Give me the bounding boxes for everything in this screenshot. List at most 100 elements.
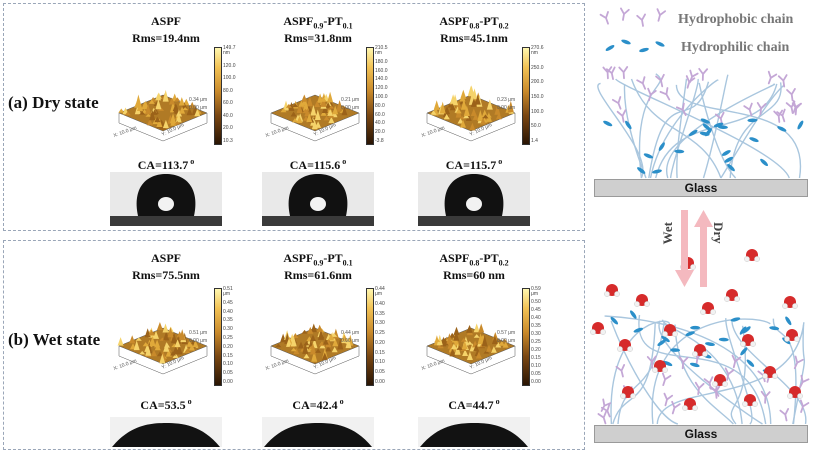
afm-color-scale — [366, 288, 374, 386]
afm-scale-tick: 0.20 — [375, 339, 385, 346]
water-molecule — [742, 394, 758, 407]
afm-scale-tick: 1.4 — [531, 137, 538, 144]
afm-scale-tick: 0.10 — [375, 359, 385, 366]
rms-value: Rms=31.8nm — [284, 31, 352, 45]
afm-scale-tick: 120.0 — [223, 62, 236, 69]
afm-scale-tick: 0.15 — [531, 355, 541, 361]
afm-surface-plot — [426, 85, 516, 142]
rms-value: Rms=19.4nm — [132, 31, 200, 45]
afm-scale-tick: 120.0 — [375, 85, 388, 92]
afm-z-max-label: 0.34 μm — [189, 97, 208, 103]
wet-arrow — [675, 210, 694, 287]
hydrophobic-chain-icon — [599, 7, 667, 27]
afm-scale-tick: 100.0 — [531, 108, 544, 115]
afm-scale-tick: 140.0 — [375, 76, 388, 83]
water-molecule — [740, 334, 756, 347]
rms-value: Rms=45.1nm — [440, 31, 508, 45]
glass-substrate-top: Glass — [594, 179, 808, 197]
afm-scale-tick: 0.45 — [531, 307, 541, 313]
afm-scale-tick: 0.05 — [223, 370, 233, 377]
afm-scale-tick: 20.0 — [223, 125, 233, 132]
afm-scale-tick: 0.15 — [223, 352, 233, 359]
sample-name: ASPF0.8-PT0.2 — [439, 14, 509, 31]
water-molecule — [762, 366, 778, 379]
water-molecule — [724, 289, 740, 302]
afm-scale-tick: 0.40 — [375, 300, 385, 307]
afm-scale-tick: 50.0 — [531, 123, 541, 130]
dry-state-panel — [3, 3, 585, 231]
wet-dry-arrows — [675, 210, 713, 287]
afm-z-max-label: 0.21 μm — [341, 97, 360, 103]
afm-scale-top: 0.59 μm — [531, 286, 541, 297]
afm-scale-top: 149.7 nm — [223, 45, 236, 56]
afm-topography-image: X: 10.0 μm Y: 10.0 μm 0.34 μm 0.00 μm 14… — [111, 46, 236, 150]
afm-scale-tick: 10.3 — [223, 137, 233, 144]
droplet-image — [110, 172, 222, 226]
afm-topography-image: X: 10.0 μm Y: 10.0 μm 0.23 μm 0.00 μm 27… — [419, 46, 544, 150]
afm-topography-image: X: 10.0 μm Y: 10.0 μm 0.51 μm 0.00 μm 0.… — [111, 286, 233, 386]
hydrophilic-chain-icon — [605, 39, 665, 53]
afm-scale-tick: 0.10 — [531, 363, 541, 369]
afm-scale-top: 210.5 nm — [375, 45, 388, 56]
afm-scale-tick: 60.0 — [223, 100, 233, 107]
afm-z-min-label: 0.00 μm — [189, 338, 208, 344]
afm-scale-tick: 200.0 — [531, 79, 544, 86]
afm-scale-tick: 100.0 — [375, 93, 388, 100]
afm-scale-ticks: 0.59 μm 0.50 0.45 0.40 0.35 0.30 0.25 0.20 0.15… — [531, 287, 541, 385]
afm-scale-ticks: 210.5 nm 180.0 160.0 140.0 120.0 100.0 80.0 60… — [375, 46, 388, 144]
contact-angle-label: CA=113.7 o — [137, 157, 195, 172]
afm-scale-tick: 0.25 — [531, 339, 541, 345]
afm-scale-tick: 0.15 — [375, 349, 385, 356]
afm-z-min-label: 0.00 μm — [341, 338, 360, 344]
contact-angle-label: CA=115.6 o — [289, 157, 347, 172]
afm-scale-tick: 0.30 — [375, 320, 385, 327]
water-molecule — [712, 374, 728, 387]
afm-scale-tick: 0.10 — [223, 361, 233, 368]
rms-value: Rms=75.5nm — [132, 268, 200, 282]
afm-scale-tick: 250.0 — [531, 64, 544, 71]
afm-scale-tick: 0.05 — [375, 369, 385, 376]
afm-z-max-label: 0.51 μm — [189, 330, 208, 336]
water-molecule — [682, 398, 698, 411]
afm-scale-tick: 0.00 — [531, 379, 541, 385]
water-molecule — [590, 322, 606, 335]
water-molecule — [744, 249, 760, 262]
afm-surface-plot — [118, 89, 208, 142]
afm-scale-top: 0.51 μm — [223, 286, 233, 297]
afm-surface-plot — [270, 323, 360, 375]
hydrophilic-chain-label: Hydrophilic chain — [681, 40, 790, 55]
rms-value: Rms=60 nm — [443, 268, 505, 282]
afm-z-min-label: 0.00 μm — [341, 105, 360, 111]
droplet-image — [262, 172, 374, 226]
wet-arrow-label: Wet — [660, 222, 675, 245]
afm-scale-tick: 40.0 — [223, 112, 233, 119]
afm-scale-tick: 0.25 — [223, 334, 233, 341]
afm-scale-tick: 0.20 — [531, 347, 541, 353]
afm-scale-tick: 40.0 — [375, 120, 385, 127]
water-molecule — [692, 344, 708, 357]
afm-scale-top: 270.6 nm — [531, 45, 544, 56]
water-molecule — [617, 339, 633, 352]
water-molecule — [700, 302, 716, 315]
afm-scale-tick: 150.0 — [531, 93, 544, 100]
afm-scale-tick: 0.25 — [375, 330, 385, 337]
wet-state-panel — [3, 240, 585, 450]
droplet-image — [418, 172, 530, 226]
afm-color-scale — [214, 288, 222, 386]
afm-scale-tick: 80.0 — [375, 102, 385, 109]
afm-z-max-label: 0.23 μm — [497, 97, 516, 103]
water-molecule — [787, 386, 803, 399]
afm-color-scale — [522, 288, 530, 386]
afm-color-scale — [522, 47, 530, 145]
dry-state-label: (a) Dry state — [8, 93, 99, 112]
afm-scale-tick: 160.0 — [375, 67, 388, 74]
afm-topography-image: X: 10.0 μm Y: 10.0 μm 0.57 μm 0.00 μm 0.… — [419, 287, 541, 386]
afm-scale-tick: 0.35 — [375, 310, 385, 317]
afm-scale-tick: 0.40 — [223, 308, 233, 315]
water-molecule — [604, 284, 620, 297]
afm-scale-tick: 0.45 — [223, 299, 233, 306]
water-molecules — [590, 249, 803, 411]
contact-angle-label: CA=44.7 o — [448, 397, 500, 412]
afm-z-min-label: 0.00 μm — [497, 338, 516, 344]
polymer-chains-dry — [597, 66, 804, 179]
